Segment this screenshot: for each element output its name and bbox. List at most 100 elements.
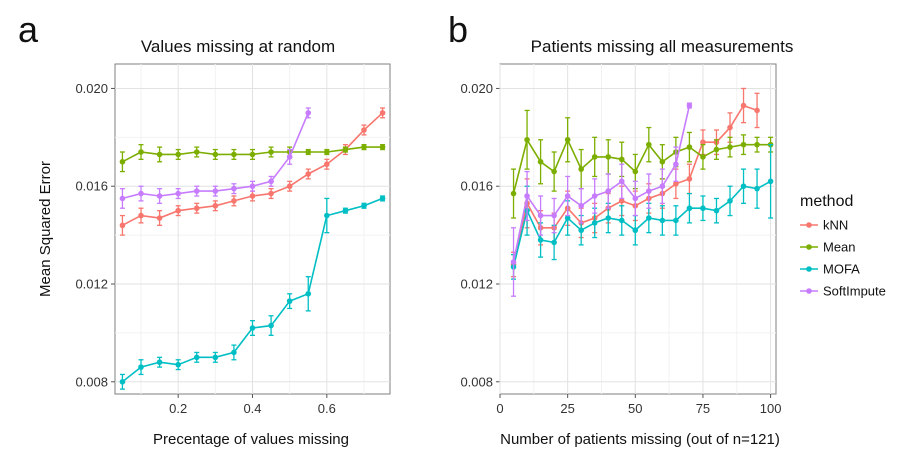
panel-b-point-mean	[754, 141, 760, 148]
panel-b-point-mofa	[646, 215, 652, 221]
panel-a-point-mofa	[249, 325, 256, 331]
panel-a-point-mean	[305, 149, 312, 155]
panel-a-point-mean	[361, 144, 367, 150]
panel-a-point-mofa	[342, 207, 349, 214]
panel-a-plot: 0.008 0.012 0.016 0.020 0.2 0.4 0.6	[75, 63, 391, 416]
panel-a-point-knn	[305, 171, 312, 177]
panel-b-point-softimpute	[564, 193, 571, 199]
panel-a-point-mean	[138, 149, 144, 155]
panel-b-point-mean	[686, 144, 693, 150]
panel-a-letter: a	[18, 9, 39, 50]
panel-b-point-mofa	[578, 227, 584, 234]
panel-a-point-knn	[379, 110, 386, 116]
panel-b-point-mean	[524, 136, 530, 143]
panel-a-point-softimpute	[305, 110, 312, 116]
panel-b-point-mofa	[618, 217, 625, 224]
panel-b-point-softimpute	[659, 183, 666, 190]
legend-label-softimpute: SoftImpute	[823, 284, 886, 299]
panel-b-point-mean	[551, 168, 557, 175]
panel-a-point-knn	[212, 202, 219, 209]
panel-b-xtick-label: 25	[560, 401, 574, 416]
panel-a-point-mean	[268, 149, 274, 155]
panel-b-ytick-label: 0.008	[460, 374, 493, 389]
panel-a-point-mofa	[212, 354, 219, 361]
panel-b-ytick-label: 0.012	[460, 277, 493, 292]
legend-item-mofa: MOFA	[800, 262, 860, 277]
panel-b-point-mofa	[673, 217, 679, 224]
panel-b-point-softimpute	[551, 212, 557, 219]
panel-b-ytick-label: 0.020	[460, 81, 493, 96]
panel-b-xtick-label: 0	[496, 401, 503, 416]
panel-b-point-mean	[646, 141, 652, 148]
panel-a-point-softimpute	[175, 190, 181, 197]
panel-b-point-softimpute	[524, 193, 530, 199]
panel-a-point-mean	[249, 151, 256, 158]
panel-b-point-mean	[510, 190, 517, 197]
panel-a-point-mofa	[361, 202, 367, 209]
panel-a-series-mofa	[119, 195, 386, 390]
panel-b-point-mofa	[659, 217, 666, 224]
panel-b-xlabel: Number of patients missing (out of n=121…	[500, 431, 780, 448]
panel-b-point-mofa	[551, 239, 557, 246]
legend-item-softimpute: SoftImpute	[800, 284, 886, 299]
panel-b-xtick-label: 50	[628, 401, 642, 416]
legend-title: method	[800, 193, 853, 210]
panel-b-point-softimpute	[605, 188, 612, 194]
panel-a-point-knn	[193, 205, 200, 212]
panel-a-ytick-label: 0.008	[75, 374, 108, 389]
panel-a-point-mean	[193, 149, 200, 155]
panel-a-point-mofa	[305, 290, 312, 297]
panel-b-point-mofa	[605, 215, 612, 221]
panel-b-point-knn	[618, 198, 625, 204]
legend-key-point-knn	[806, 222, 812, 228]
panel-b-point-softimpute	[673, 161, 679, 168]
panel-b-plot: 0.008 0.012 0.016 0.020 0 25 50 75 100	[460, 63, 782, 416]
panel-a-point-knn	[286, 183, 293, 190]
panel-a-xlabel: Precentage of values missing	[153, 431, 349, 448]
panel-b-point-mean	[659, 158, 666, 165]
panel-b-point-knn	[740, 102, 747, 109]
legend-key-point-mean	[806, 244, 812, 250]
legend-label-knn: kNN	[823, 218, 848, 233]
panel-b-point-softimpute	[686, 102, 693, 109]
panel-a-point-softimpute	[286, 154, 293, 160]
panel-b-point-softimpute	[618, 178, 625, 185]
panel-a-series-mean	[119, 144, 386, 173]
panel-a-xtick-label: 0.6	[318, 401, 336, 416]
panel-a-point-mean	[324, 149, 330, 155]
panel-b-point-softimpute	[578, 202, 584, 209]
panel-a-point-mean	[175, 151, 181, 158]
panel-a: a Values missing at random 0.0080.0120.0…	[18, 9, 391, 448]
panel-b-letter: b	[448, 9, 468, 50]
panel-b-xtick-label: 100	[760, 401, 782, 416]
panel-b-point-knn	[686, 176, 693, 182]
panel-b-point-mofa	[754, 185, 760, 192]
legend-item-mean: Mean	[800, 240, 856, 255]
panel-a-point-mofa	[286, 298, 293, 304]
panel-a-point-softimpute	[138, 190, 144, 197]
panel-b-point-softimpute	[632, 195, 639, 202]
panel-b-point-mean	[605, 154, 612, 160]
panel-b-title: Patients missing all measurements	[531, 37, 794, 56]
panel-a-point-mofa	[379, 195, 386, 202]
panel-a-ytick-label: 0.012	[75, 277, 108, 292]
panel-a-ytick-label: 0.020	[75, 81, 108, 96]
panel-b-point-mofa	[564, 215, 571, 221]
legend: method kNN Mean MOFA SoftImpute	[800, 193, 886, 299]
panel-a-point-mofa	[268, 322, 274, 329]
panel-b-point-mean	[700, 154, 706, 160]
panel-a-point-softimpute	[193, 188, 200, 194]
panel-a-point-mean	[231, 151, 237, 158]
panel-a-point-mean	[156, 151, 163, 158]
panel-a-xtick-label: 0.2	[169, 401, 187, 416]
panel-b-xtick-label: 75	[696, 401, 710, 416]
panel-a-series-knn	[119, 107, 386, 236]
panel-a-point-knn	[119, 222, 126, 229]
panel-a-series-softimpute	[119, 107, 312, 209]
panel-b-point-mean	[632, 168, 639, 175]
panel-b-ytick-label: 0.016	[460, 179, 493, 194]
panel-a-point-softimpute	[212, 188, 219, 194]
legend-key-point-softimpute	[806, 288, 812, 294]
panel-b-point-softimpute	[510, 259, 517, 265]
